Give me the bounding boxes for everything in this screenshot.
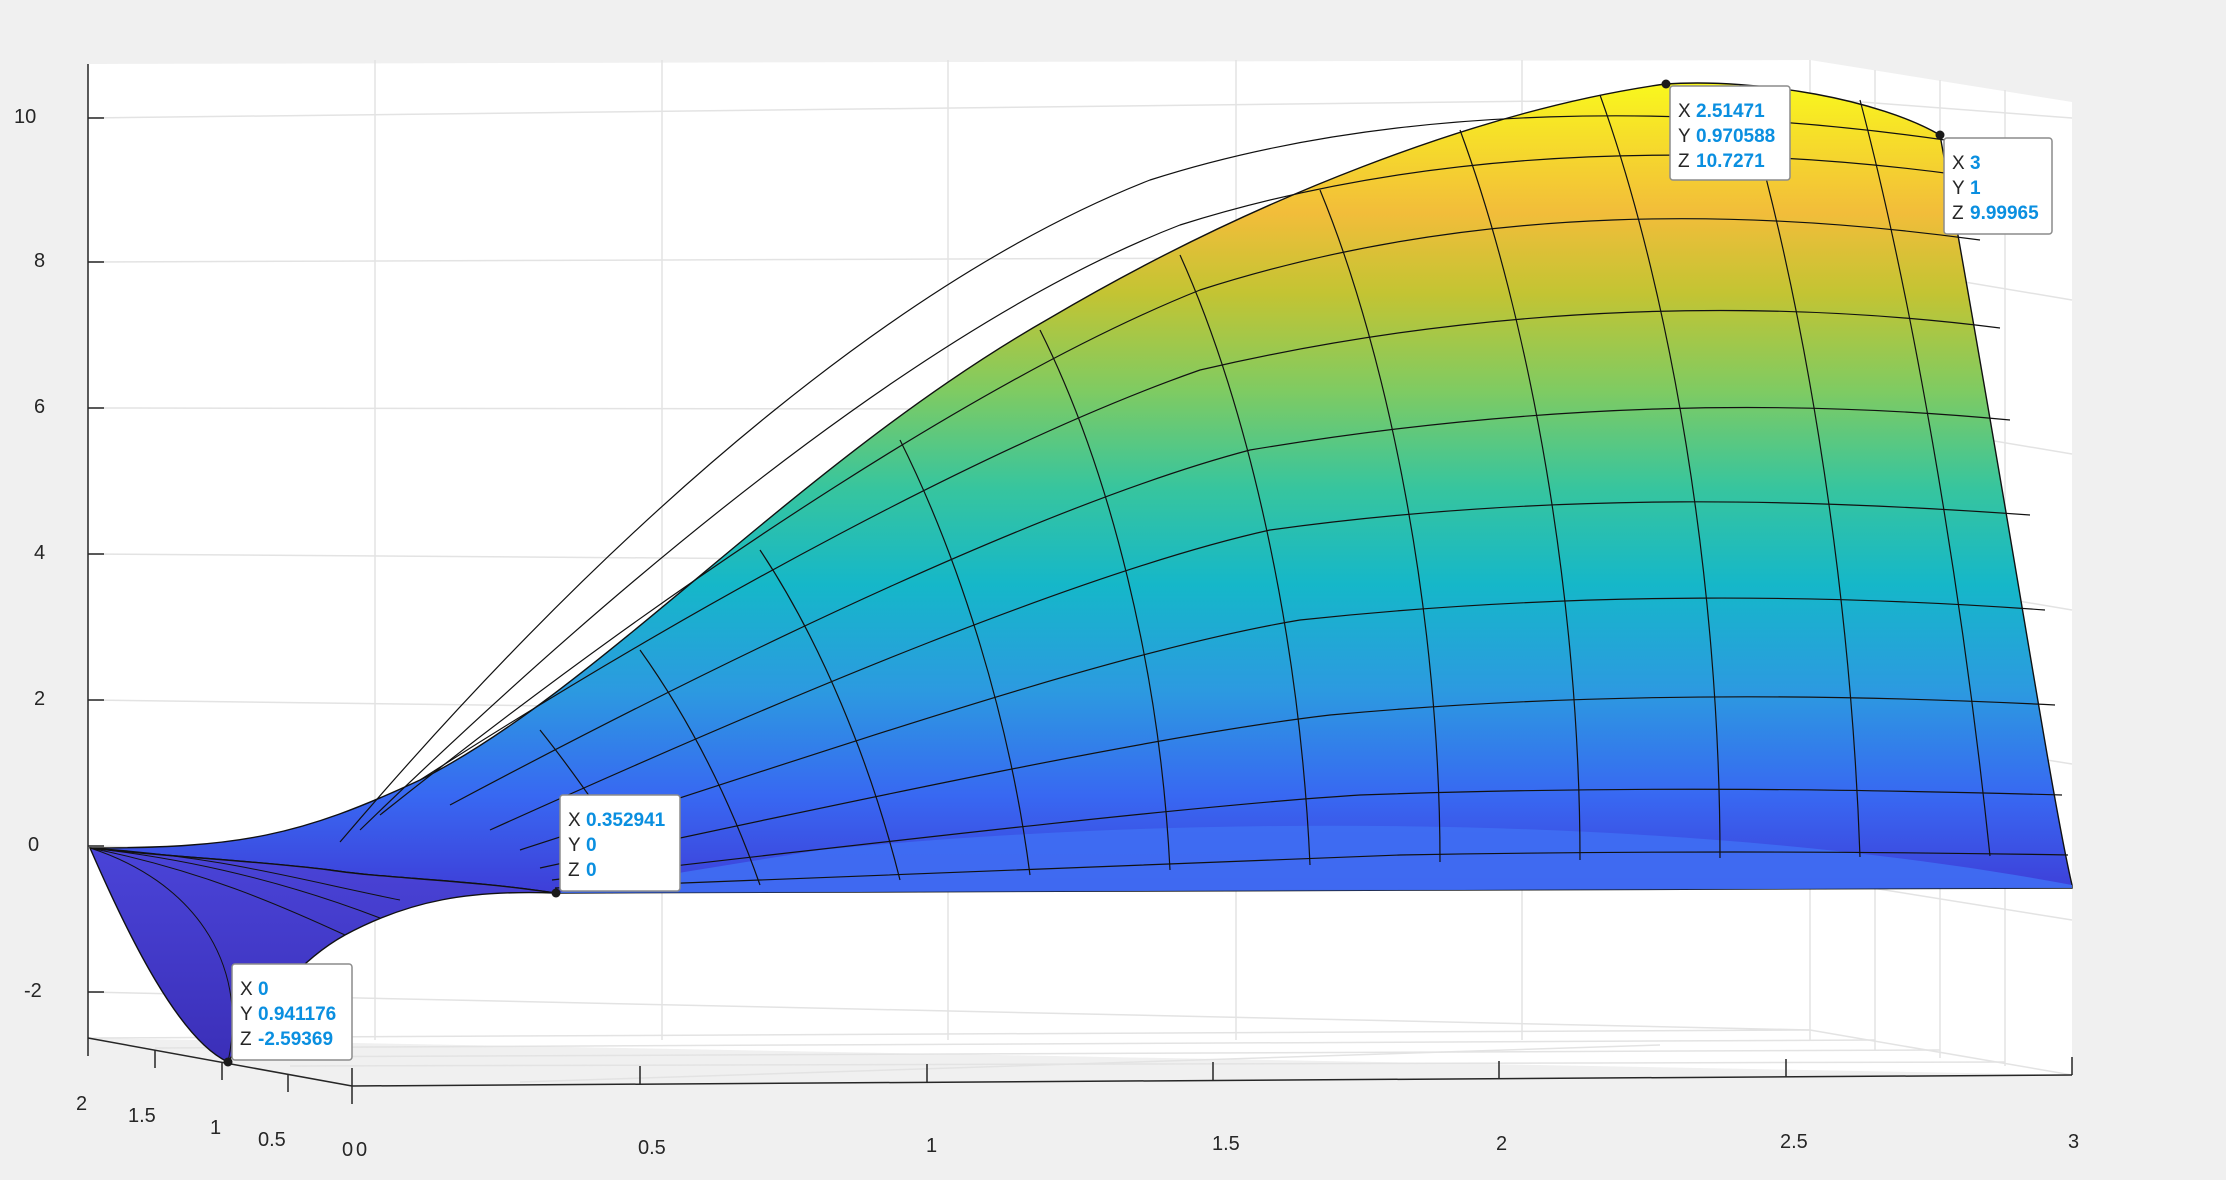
datatip-marker — [1935, 130, 1945, 140]
datatip-z-value: 0 — [586, 860, 597, 881]
z-tick-label: 6 — [34, 396, 45, 418]
datatip-y-value: 0.970588 — [1696, 126, 1775, 147]
datatip-peak[interactable]: X 2.51471 Y 0.970588 Z 10.7271 — [1661, 79, 1791, 181]
datatip-z-value: 10.7271 — [1696, 151, 1765, 172]
x-tick-label: 2 — [1496, 1133, 1507, 1155]
datatip-y-value: 1 — [1970, 178, 1981, 199]
z-tick-label: 10 — [14, 106, 36, 128]
datatip-marker — [551, 888, 561, 898]
datatip-marker — [223, 1057, 233, 1067]
datatip-marker — [1661, 79, 1671, 89]
x-tick-label: 0.5 — [638, 1137, 666, 1159]
datatip-x-value: 0.352941 — [586, 810, 666, 831]
datatip-x-value: 2.51471 — [1696, 101, 1765, 122]
z-axis-labels: 10 8 6 4 2 0 -2 — [14, 106, 45, 1002]
z-tick-label: 8 — [34, 250, 45, 272]
x-axis-labels: 0 0.5 1 1.5 2 2.5 3 — [356, 1131, 2079, 1161]
surface — [88, 82, 2073, 1063]
x-axis-ticks — [351, 1057, 2073, 1086]
x-tick-label: 3 — [2068, 1131, 2079, 1153]
datatip-x-value: 3 — [1970, 153, 1981, 174]
datatip-box — [1669, 85, 1791, 181]
datatip-y-key: Y — [568, 835, 581, 856]
y-axis-labels: 2 1.5 1 0.5 0 — [76, 1093, 353, 1161]
x-tick-label: 0 — [356, 1139, 367, 1161]
datatip-x-key: X — [1678, 101, 1691, 122]
x-tick-label: 2.5 — [1780, 1131, 1808, 1153]
datatip-y-value: 0 — [586, 835, 597, 856]
z-axis-ticks — [88, 117, 104, 993]
datatip-box — [1943, 137, 2053, 235]
x-tick-label: 1.5 — [1212, 1133, 1240, 1155]
datatip-z-key: Z — [240, 1029, 252, 1050]
datatip-z-key: Z — [1952, 203, 1964, 224]
datatip-z-key: Z — [568, 860, 580, 881]
y-tick-label: 1.5 — [128, 1105, 156, 1127]
x-tick-label: 1 — [926, 1135, 937, 1157]
datatip-y-value: 0.941176 — [258, 1004, 336, 1025]
y-axis-ticks — [87, 1038, 353, 1104]
y-tick-label: 1 — [210, 1117, 221, 1139]
datatip-corner[interactable]: X 3 Y 1 Z 9.99965 — [1935, 130, 2053, 235]
y-tick-label: 0.5 — [258, 1129, 286, 1151]
z-tick-label: 4 — [34, 542, 45, 564]
datatip-z-value: 9.99965 — [1970, 203, 2039, 224]
y-tick-label: 2 — [76, 1093, 87, 1115]
datatip-x-key: X — [1952, 153, 1965, 174]
datatip-z-key: Z — [1678, 151, 1690, 172]
datatip-edge[interactable]: X 0.352941 Y 0 Z 0 — [551, 794, 681, 898]
z-tick-label: 0 — [28, 834, 39, 856]
z-tick-label: 2 — [34, 688, 45, 710]
z-tick-label: -2 — [24, 980, 42, 1002]
datatip-x-key: X — [240, 979, 253, 1000]
datatip-minimum[interactable]: X 0 Y 0.941176 Z -2.59369 — [223, 963, 353, 1067]
datatip-y-key: Y — [1678, 126, 1691, 147]
datatip-x-key: X — [568, 810, 581, 831]
datatip-y-key: Y — [1952, 178, 1965, 199]
datatip-box — [559, 794, 681, 892]
datatip-x-value: 0 — [258, 979, 269, 1000]
datatip-y-key: Y — [240, 1004, 253, 1025]
y-tick-label: 0 — [342, 1139, 353, 1161]
datatip-z-value: -2.59369 — [258, 1029, 333, 1050]
datatip-box — [231, 963, 353, 1061]
